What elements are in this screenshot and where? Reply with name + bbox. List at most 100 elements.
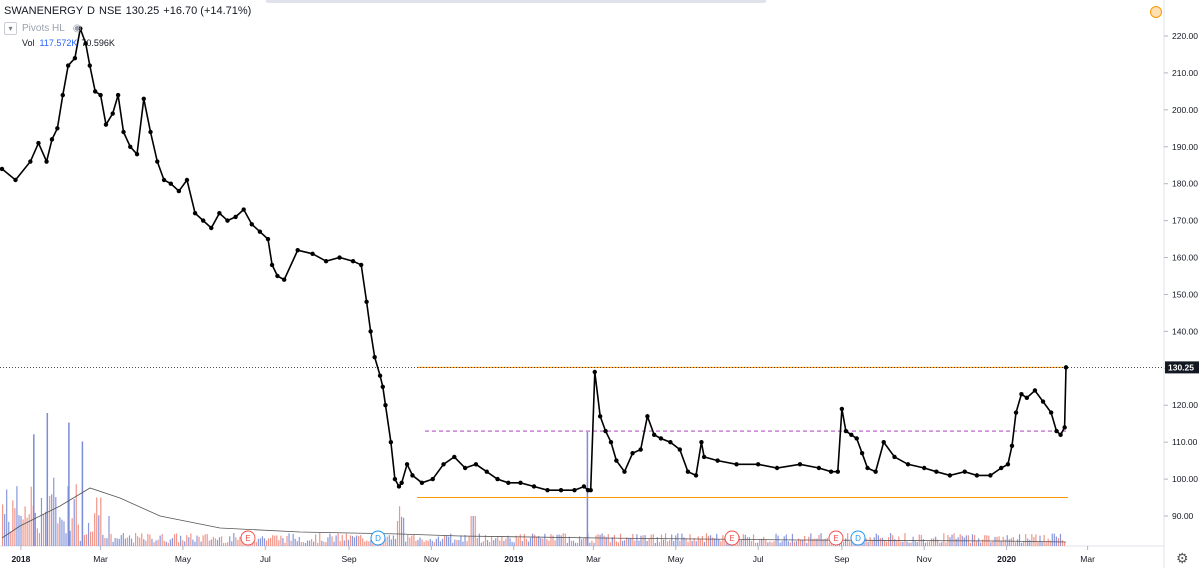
volume-bar (879, 538, 881, 546)
volume-bar (781, 541, 783, 546)
volume-bar (341, 535, 343, 546)
price-data-point (83, 41, 88, 46)
volume-bar (198, 536, 200, 546)
price-data-point (699, 439, 704, 445)
volume-bar (593, 542, 595, 546)
volume-bar (714, 538, 716, 546)
volume-bar (345, 533, 347, 546)
event-marker[interactable] (850, 530, 866, 546)
volume-bar (227, 542, 229, 546)
volume-bar (272, 535, 274, 546)
volume-bar (302, 542, 304, 546)
symbol-name[interactable]: SWANENERGY (4, 5, 84, 17)
volume-bar (744, 534, 746, 546)
price-tick-label: 120.00 (1172, 400, 1198, 410)
price-data-point (1032, 388, 1038, 393)
price-data-point (92, 89, 98, 94)
volume-bar (308, 540, 311, 546)
price-data-point (1019, 391, 1024, 397)
volume-bar (538, 536, 540, 546)
volume-ma-line (1, 487, 1067, 543)
price-data-point (1048, 410, 1054, 415)
event-marker[interactable] (240, 530, 256, 546)
volume-bar (114, 538, 116, 546)
eye-icon[interactable]: ◉ (72, 23, 82, 34)
volume-bar (511, 541, 513, 546)
volume-bar (315, 534, 317, 546)
volume-bar (59, 517, 61, 546)
interval-label[interactable]: D (87, 5, 95, 17)
volume-bar (619, 533, 622, 546)
collapse-chevron-icon[interactable]: ▾ (4, 22, 17, 35)
volume-bar (441, 538, 444, 546)
price-data-point (588, 487, 593, 493)
volume-bar (789, 542, 791, 546)
volume-bar (87, 522, 90, 546)
volume-bar (462, 541, 464, 546)
settings-gear-icon[interactable]: ⚙ (1176, 550, 1189, 566)
price-data-point (1013, 410, 1019, 415)
volume-bar (159, 535, 161, 546)
volume-bar (922, 539, 924, 546)
volume-bar (726, 541, 728, 546)
volume-bar (605, 537, 607, 546)
price-data-point (0, 166, 5, 172)
price-data-point (755, 462, 761, 467)
volume-bar (456, 540, 458, 546)
volume-bar (401, 516, 403, 546)
volume-bar (519, 534, 521, 546)
price-data-point (843, 428, 849, 434)
volume-bar (145, 540, 147, 546)
price-data-point (383, 403, 388, 408)
price-data-point (1040, 399, 1046, 404)
top-toolbar-handle[interactable] (266, 0, 766, 3)
event-marker[interactable] (724, 530, 740, 546)
volume-bar (894, 539, 896, 546)
volume-bar (22, 519, 24, 546)
volume-bar (347, 539, 349, 546)
price-tick-label: 200.00 (1172, 105, 1198, 115)
volume-bar (752, 534, 755, 546)
event-marker[interactable] (370, 530, 386, 546)
volume-bar (978, 538, 980, 546)
volume-bar (628, 538, 630, 546)
volume-bar (597, 534, 599, 546)
volume-bar (613, 534, 615, 546)
volume-bar (108, 515, 110, 546)
volume-bar (1027, 538, 1029, 546)
volume-bar (1045, 542, 1047, 546)
volume-bar (746, 537, 748, 546)
volume-bar (660, 534, 663, 546)
volume-bar (137, 536, 139, 546)
volume-bar (388, 535, 390, 546)
price-data-point (337, 255, 342, 260)
volume-bar (509, 538, 511, 546)
volume-bar (476, 538, 478, 546)
volume-bar (421, 539, 423, 546)
price-data-point (581, 484, 587, 489)
price-data-point (380, 384, 385, 389)
price-data-point (651, 432, 657, 437)
volume-bar (206, 534, 208, 546)
price-data-point (495, 476, 500, 482)
event-marker[interactable] (828, 530, 844, 546)
volume-bar (135, 533, 137, 546)
volume-bar (634, 540, 636, 546)
indicator-name[interactable]: Pivots HL (22, 23, 65, 34)
volume-bar (212, 536, 214, 546)
price-data-point (854, 436, 859, 441)
volume-bar (826, 537, 828, 546)
volume-bar (662, 539, 665, 546)
volume-bar (759, 539, 761, 546)
volume-bar (869, 537, 871, 546)
volume-bar (845, 538, 847, 546)
volume-bar (671, 534, 673, 546)
volume-bar (464, 535, 466, 546)
alert-icon[interactable] (1150, 6, 1162, 18)
volume-value: 117.572K (39, 38, 78, 48)
volume-bar (313, 541, 315, 546)
volume-bar (875, 533, 877, 546)
price-data-point (200, 218, 206, 223)
volume-bar (1006, 535, 1008, 546)
